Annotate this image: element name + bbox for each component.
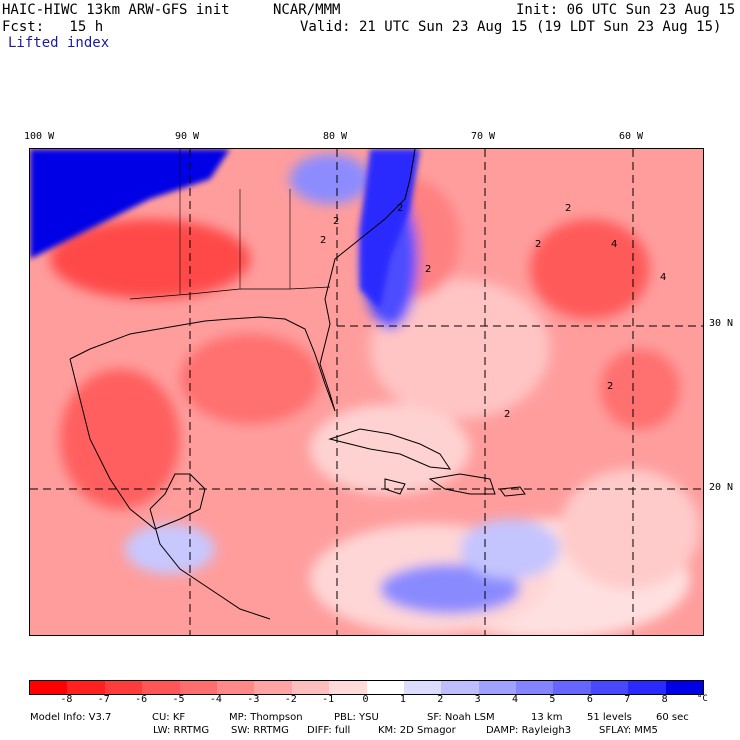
colorbar-tick-label: 7 [624,694,631,705]
colorbar-tick-label: 4 [512,694,519,705]
colorbar-swatch [403,681,442,694]
contour-label: 2 [333,216,339,227]
forecast-hour: Fcst: 15 h [2,19,104,35]
colorbar [29,680,704,695]
lifted-index-map: 2 2 2 2 2 4 2 2 4 2 [30,149,703,635]
contour-label: 2 [535,239,541,250]
colorbar-tick-label: -5 [172,694,185,705]
colorbar-swatch [478,681,517,694]
model-info-damp: DAMP: Rayleigh3 [486,725,572,736]
lon-label-90w: 90 W [175,131,200,142]
colorbar-swatch [104,681,143,694]
contour-label: 2 [504,409,510,420]
colorbar-swatch [590,681,629,694]
contour-label: 2 [425,264,431,275]
colorbar-tick-label: 6 [586,694,593,705]
contour-label: 2 [397,203,403,214]
org-label: NCAR/MMM [273,2,341,18]
contour-label: 2 [320,235,326,246]
model-info-pbl: PBL: YSU [334,712,379,723]
colorbar-tick-label: 1 [399,694,406,705]
colorbar-swatch [254,681,292,694]
colorbar-unit: °C [697,694,708,704]
model-info-sflay: SFLAY: MM5 [599,725,658,736]
colorbar-tick-label: -3 [247,694,260,705]
model-info-sf: SF: Noah LSM [427,712,495,723]
colorbar-tick-label: 3 [474,694,481,705]
field-name: Lifted index [8,35,110,51]
colorbar-swatch [516,681,554,694]
map-panel: 2 2 2 2 2 4 2 2 4 2 [29,148,704,636]
lat-label-20n: 20 N [709,482,734,493]
model-info-cu: CU: KF [152,712,186,723]
model-info-timestep: 60 sec [656,712,689,723]
colorbar-tick-label: 2 [437,694,444,705]
lon-label-60w: 60 W [619,131,644,142]
model-title: HAIC-HIWC 13km ARW-GFS init [2,2,230,18]
colorbar-tick-label: 0 [362,694,369,705]
colorbar-swatch [216,681,255,694]
contour-labels: 2 2 2 2 2 4 2 2 4 2 [320,203,666,420]
colorbar-swatch [329,681,367,694]
valid-time: Valid: 21 UTC Sun 23 Aug 15 (19 LDT Sun … [300,19,722,35]
lon-label-100w: 100 W [24,131,55,142]
colorbar-tick-label: -8 [60,694,73,705]
colorbar-swatch [67,681,105,694]
model-info-km: KM: 2D Smagor [378,725,456,736]
colorbar-swatch [553,681,591,694]
model-info-sw: SW: RRTMG [231,725,289,736]
graticule [30,149,703,635]
colorbar-swatch [628,681,666,694]
model-info-version: Model Info: V3.7 [30,712,112,723]
colorbar-swatch [291,681,330,694]
init-time: Init: 06 UTC Sun 23 Aug 15 [516,2,736,18]
coastlines [69,149,526,620]
lon-label-80w: 80 W [323,131,348,142]
colorbar-tick-label: -7 [97,694,110,705]
colorbar-tick-label: 8 [661,694,668,705]
lon-label-70w: 70 W [471,131,496,142]
colorbar-swatch [142,681,180,694]
colorbar-swatch [30,681,68,694]
colorbar-tick-label: -2 [284,694,297,705]
colorbar-tick-label: -1 [322,694,335,705]
colorbar-tick-label: -6 [135,694,148,705]
colorbar-swatch [665,681,704,694]
contour-label: 4 [660,272,666,283]
contour-label: 2 [607,381,613,392]
model-info-levels: 51 levels [587,712,632,723]
model-info-mp: MP: Thompson [229,712,303,723]
model-info-diff: DIFF: full [307,725,351,736]
model-info-resolution: 13 km [531,712,563,723]
contour-label: 4 [611,239,617,250]
colorbar-tick-label: -4 [209,694,222,705]
model-info-lw: LW: RRTMG [153,725,210,736]
field-shading [50,154,700,635]
colorbar-swatch [441,681,479,694]
colorbar-tick-label: 5 [549,694,556,705]
contour-label: 2 [565,203,571,214]
colorbar-swatch [366,681,404,694]
colorbar-swatch [179,681,217,694]
stable-region-atlantic [360,149,420,309]
lat-label-30n: 30 N [709,318,734,329]
colorbar-ticks: -8 -7 -6 -5 -4 -3 -2 -1 0 1 2 3 4 5 6 7 8 [29,694,702,706]
